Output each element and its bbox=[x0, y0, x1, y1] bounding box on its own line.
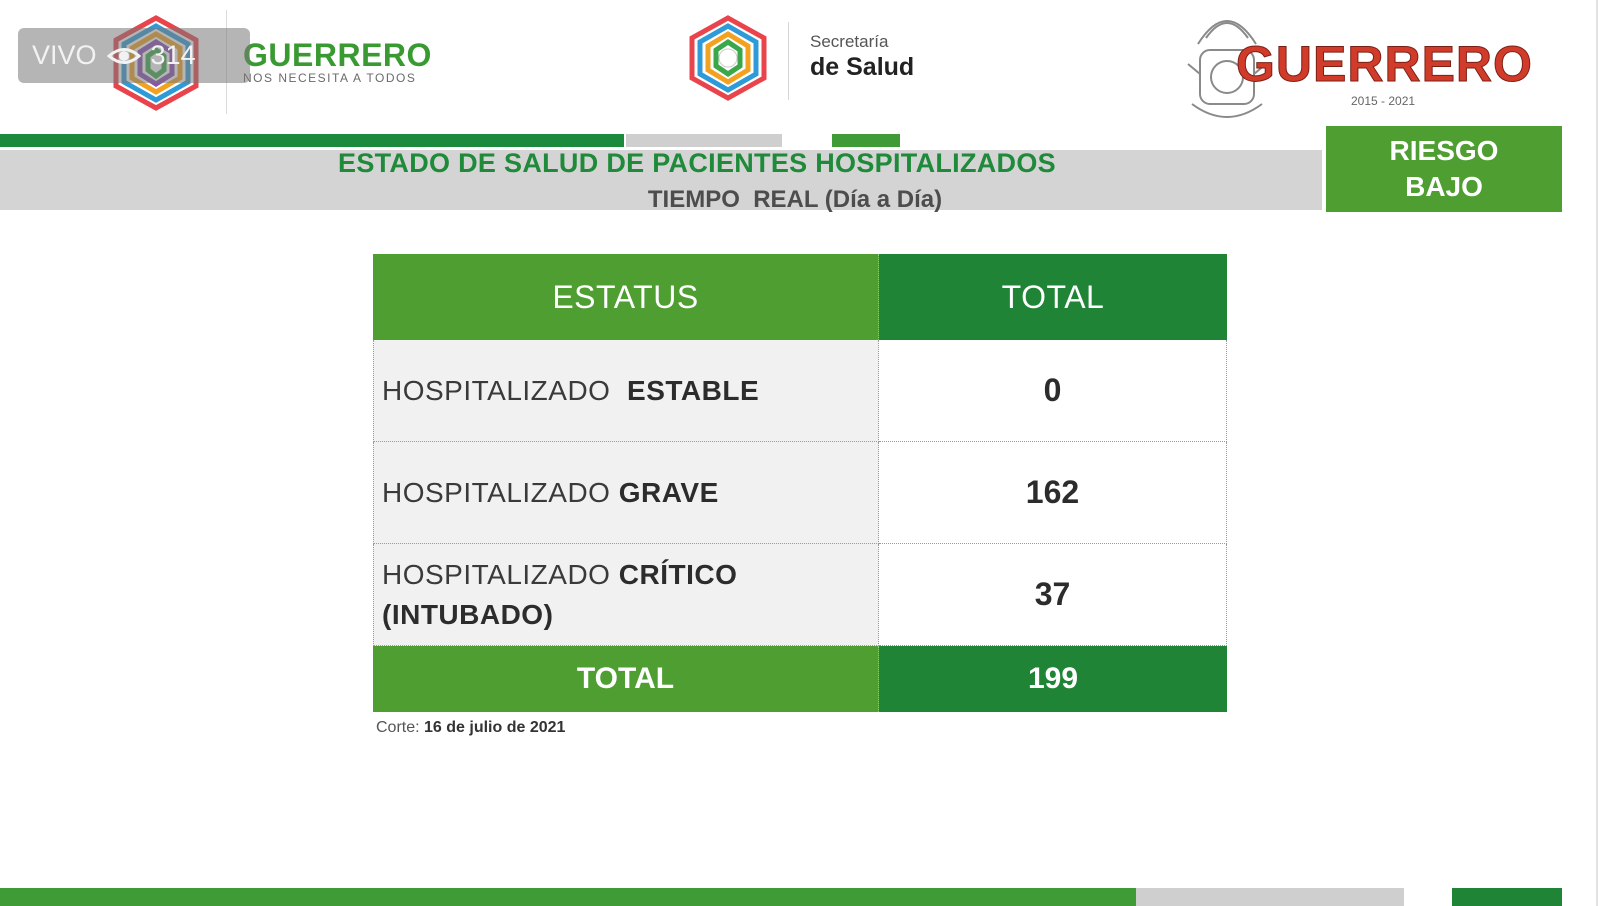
right-edge-divider bbox=[1596, 0, 1598, 906]
live-viewer-badge: VIVO 314 bbox=[18, 28, 250, 83]
left-brand-tagline: NOS NECESITA A TODOS bbox=[243, 71, 417, 85]
center-divider bbox=[788, 22, 789, 100]
top-green-stripe bbox=[0, 134, 624, 147]
left-brand-name: GUERRERO bbox=[243, 37, 432, 73]
row-value: 37 bbox=[879, 544, 1227, 646]
bottom-gray-stripe bbox=[1136, 888, 1404, 906]
guerrero-brand-right: GUERRERO 2015 - 2021 bbox=[1236, 36, 1533, 109]
row-label: HOSPITALIZADO CRÍTICO (INTUBADO) bbox=[373, 544, 879, 646]
header-status: ESTATUS bbox=[373, 254, 879, 340]
table-row: HOSPITALIZADO CRÍTICO (INTUBADO) 37 bbox=[373, 544, 1227, 646]
cutoff-note: Corte: 16 de julio de 2021 bbox=[376, 719, 565, 737]
row-value: 0 bbox=[879, 340, 1227, 442]
row-label: HOSPITALIZADO ESTABLE bbox=[373, 340, 879, 442]
right-brand-name: GUERRERO bbox=[1236, 36, 1533, 92]
risk-level-badge: RIESGO BAJO bbox=[1326, 126, 1562, 212]
secretaria-label: Secretaría bbox=[810, 32, 889, 51]
top-small-green-stripe bbox=[832, 134, 900, 147]
page-subtitle: TIEMPO REAL (Día a Día) bbox=[0, 186, 1600, 214]
row-label: HOSPITALIZADO GRAVE bbox=[373, 442, 879, 544]
row-label-strong: CRÍTICO bbox=[618, 558, 738, 590]
header-total: TOTAL bbox=[879, 254, 1227, 340]
top-gray-stripe bbox=[626, 134, 782, 147]
total-value: 199 bbox=[879, 646, 1227, 712]
page-subtitle-text: TIEMPO REAL (Día a Día) bbox=[647, 186, 943, 213]
bottom-green-stripe bbox=[0, 888, 1136, 906]
live-label: VIVO bbox=[32, 40, 97, 70]
risk-line2: BAJO bbox=[1405, 171, 1483, 202]
table-row: HOSPITALIZADO ESTABLE 0 bbox=[373, 340, 1227, 442]
cutoff-date: 16 de julio de 2021 bbox=[424, 719, 566, 736]
row-value: 162 bbox=[879, 442, 1227, 544]
eye-icon bbox=[106, 47, 141, 64]
guerrero-seal-icon bbox=[1178, 4, 1276, 128]
table-total-row: TOTAL 199 bbox=[373, 646, 1227, 712]
viewer-count: 314 bbox=[150, 40, 196, 70]
page-title: ESTADO DE SALUD DE PACIENTES HOSPITALIZA… bbox=[0, 148, 1600, 179]
secretaria-brand: Secretaría de Salud bbox=[810, 32, 914, 82]
table-row: HOSPITALIZADO GRAVE 162 bbox=[373, 442, 1227, 544]
guerrero-brand-left: GUERRERO NOS NECESITA A TODOS bbox=[243, 38, 432, 84]
right-brand-years: 2015 - 2021 bbox=[1351, 94, 1416, 108]
cutoff-label: Corte: bbox=[376, 719, 420, 736]
row-label-prefix: HOSPITALIZADO bbox=[382, 558, 619, 590]
title-band bbox=[0, 150, 1322, 210]
row-label-strong: ESTABLE bbox=[627, 374, 760, 406]
row-label-prefix: HOSPITALIZADO bbox=[382, 476, 619, 508]
risk-line1: RIESGO bbox=[1389, 135, 1499, 166]
table-header-row: ESTATUS TOTAL bbox=[373, 254, 1227, 340]
secretaria-salud-logo bbox=[684, 14, 772, 102]
total-label: TOTAL bbox=[373, 646, 879, 712]
bottom-right-green-stripe bbox=[1452, 888, 1562, 906]
salud-label: de Salud bbox=[810, 53, 915, 81]
row-label-extra: (INTUBADO) bbox=[382, 598, 554, 630]
page-title-text: ESTADO DE SALUD DE PACIENTES HOSPITALIZA… bbox=[338, 148, 1056, 178]
row-label-prefix: HOSPITALIZADO bbox=[382, 374, 628, 406]
row-label-strong: GRAVE bbox=[618, 476, 719, 508]
hospitalized-status-table: ESTATUS TOTAL HOSPITALIZADO ESTABLE 0 HO… bbox=[373, 254, 1227, 712]
